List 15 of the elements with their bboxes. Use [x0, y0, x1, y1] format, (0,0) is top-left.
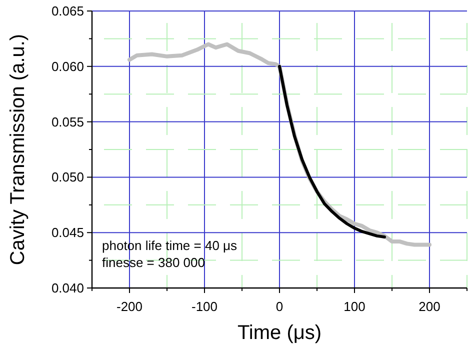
- y-tick-label: 0.045: [51, 225, 84, 240]
- y-tick-label: 0.040: [51, 280, 84, 296]
- line-series: [278, 64, 386, 239]
- y-axis-title: Cavity Transmission (a.u.): [7, 34, 29, 266]
- y-tick-label: 0.065: [51, 4, 84, 18]
- x-tick-label: 0: [276, 299, 284, 314]
- y-tick-label: 0.055: [51, 114, 84, 130]
- y-tick-label: 0.060: [51, 58, 84, 74]
- x-tick-label: -100: [191, 299, 218, 314]
- x-tick-label: 100: [344, 299, 366, 314]
- x-tick-label: 200: [418, 299, 440, 314]
- x-axis-title: Time (μs): [237, 322, 322, 344]
- y-tick-label: 0.050: [51, 170, 84, 185]
- annotation: finesse = 380 000: [102, 255, 205, 270]
- x-tick-label: -200: [116, 299, 143, 314]
